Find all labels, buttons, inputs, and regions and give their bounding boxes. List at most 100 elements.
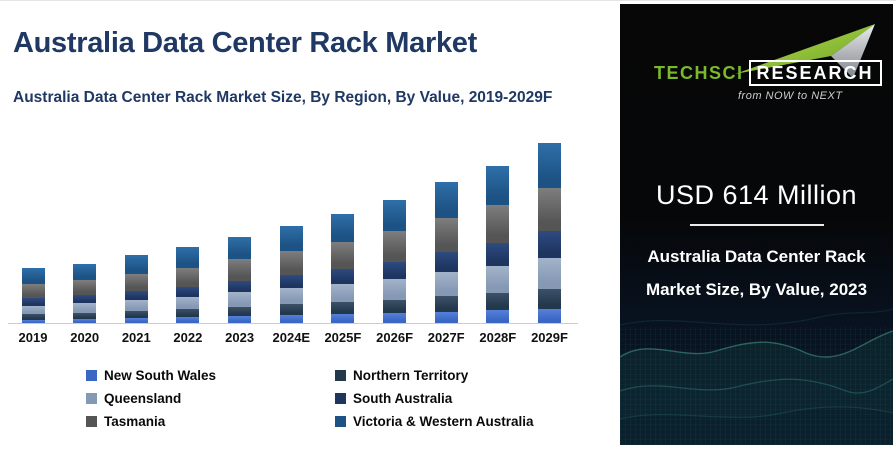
value-divider xyxy=(689,224,824,226)
techsci-logo: TechSci Research from NOW to NEXT xyxy=(620,20,893,108)
bar-segment-tasmania xyxy=(486,205,510,244)
wave-decoration xyxy=(620,308,893,445)
bar-segment-new-south-wales xyxy=(73,318,97,323)
wave-mesh-texture xyxy=(620,327,893,445)
bar-segment-tasmania xyxy=(73,280,97,296)
legend-item-south-australia: South Australia xyxy=(335,387,534,410)
bar-segment-queensland xyxy=(176,296,200,310)
bar-segment-tasmania xyxy=(383,231,407,262)
legend-swatch-tasmania xyxy=(86,416,97,427)
bar-segment-queensland xyxy=(434,272,458,297)
bar-segment-south-australia xyxy=(331,269,355,284)
bar-segment-new-south-wales xyxy=(434,311,458,323)
bar-segment-south-australia xyxy=(176,286,200,297)
bar-segment-new-south-wales xyxy=(21,319,45,323)
bar-segment-northern-territory xyxy=(73,312,97,319)
bar-segment-northern-territory xyxy=(279,304,303,316)
bar-segment-new-south-wales xyxy=(538,308,561,323)
legend-column: Northern Territory South Australia Victori… xyxy=(335,364,534,433)
bar-segment-northern-territory xyxy=(434,296,458,312)
bar-segment-tasmania xyxy=(538,188,561,231)
legend-swatch-new-south-wales xyxy=(86,370,97,381)
bar-segment-victoria-western-australia xyxy=(279,225,303,251)
bar-2024e xyxy=(279,225,303,323)
bar-segment-queensland xyxy=(486,266,510,294)
chart-subtitle: Australia Data Center Rack Market Size, … xyxy=(13,89,553,106)
bar-segment-northern-territory xyxy=(538,288,561,309)
bar-segment-tasmania xyxy=(176,268,200,287)
bar-segment-south-australia xyxy=(21,298,45,306)
bar-segment-south-australia xyxy=(383,261,407,279)
legend-item-queensland: Queensland xyxy=(86,387,216,410)
bar-segment-new-south-wales xyxy=(486,310,510,323)
bar-segment-queensland xyxy=(73,303,97,313)
bar-segment-victoria-western-australia xyxy=(331,213,355,243)
bar-segment-queensland xyxy=(124,300,148,311)
legend-label-northern-territory: Northern Territory xyxy=(353,368,469,383)
bar-2025f xyxy=(331,213,355,323)
bar-segment-new-south-wales xyxy=(124,318,148,323)
bar-segment-south-australia xyxy=(538,230,561,259)
bar-segment-new-south-wales xyxy=(383,313,407,323)
bar-segment-victoria-western-australia xyxy=(21,268,45,285)
bar-segment-victoria-western-australia xyxy=(176,247,200,269)
x-axis-label-2022: 2022 xyxy=(173,330,203,345)
logo-wordmark: TechSci Research xyxy=(654,60,882,86)
bar-segment-tasmania xyxy=(434,218,458,253)
bar-segment-south-australia xyxy=(124,291,148,301)
brand-research: Research xyxy=(748,60,882,86)
bar-2029f xyxy=(538,143,561,323)
bar-segment-northern-territory xyxy=(383,299,407,314)
bar-segment-queensland xyxy=(21,305,45,314)
logo-tagline: from NOW to NEXT xyxy=(738,90,843,102)
bar-segment-tasmania xyxy=(21,284,45,299)
legend-item-victoria-western-australia: Victoria & Western Australia xyxy=(335,410,534,433)
bar-segment-tasmania xyxy=(331,242,355,270)
legend-swatch-northern-territory xyxy=(335,370,346,381)
highlight-panel: TechSci Research from NOW to NEXT USD 61… xyxy=(620,4,893,445)
legend-column: New South Wales Queensland Tasmania xyxy=(86,364,216,433)
bar-segment-victoria-western-australia xyxy=(383,199,407,232)
legend-label-victoria-western-australia: Victoria & Western Australia xyxy=(353,414,534,429)
brand-techsci: TechSci xyxy=(654,62,744,83)
bar-segment-queensland xyxy=(331,283,355,303)
bar-2026f xyxy=(383,199,407,323)
bar-2028f xyxy=(486,165,510,323)
bar-segment-northern-territory xyxy=(331,302,355,315)
bar-2019 xyxy=(21,268,45,323)
x-axis-label-2028f: 2028F xyxy=(479,330,517,345)
legend-label-tasmania: Tasmania xyxy=(104,414,166,429)
bar-segment-northern-territory xyxy=(228,306,252,317)
bar-segment-victoria-western-australia xyxy=(73,263,97,281)
bar-segment-tasmania xyxy=(124,274,148,292)
page-title: Australia Data Center Rack Market xyxy=(13,27,477,59)
bar-segment-new-south-wales xyxy=(331,314,355,323)
legend-item-new-south-wales: New South Wales xyxy=(86,364,216,387)
bar-segment-northern-territory xyxy=(486,293,510,311)
chart-panel: Australia Data Center Rack Market Austra… xyxy=(0,1,620,449)
bar-segment-south-australia xyxy=(228,280,252,293)
x-axis-label-2020: 2020 xyxy=(70,330,100,345)
bar-2020 xyxy=(73,263,97,323)
bar-segment-queensland xyxy=(383,278,407,300)
bar-segment-victoria-western-australia xyxy=(228,237,252,260)
legend-swatch-victoria-western-australia xyxy=(335,416,346,427)
x-axis-label-2027f: 2027F xyxy=(427,330,465,345)
x-axis-label-2019: 2019 xyxy=(18,330,48,345)
bar-segment-tasmania xyxy=(228,259,252,281)
x-axis-label-2021: 2021 xyxy=(121,330,151,345)
bar-segment-victoria-western-australia xyxy=(434,182,458,219)
bar-segment-south-australia xyxy=(279,275,303,288)
bar-segment-queensland xyxy=(538,258,561,289)
legend-item-tasmania: Tasmania xyxy=(86,410,216,433)
bar-segment-northern-territory xyxy=(124,310,148,318)
x-axis-label-2026f: 2026F xyxy=(376,330,414,345)
x-axis-label-2025f: 2025F xyxy=(324,330,362,345)
bar-segment-northern-territory xyxy=(21,313,45,320)
bar-2021 xyxy=(124,255,148,323)
legend-label-south-australia: South Australia xyxy=(353,391,453,406)
x-axis-line xyxy=(8,323,578,324)
bar-segment-northern-territory xyxy=(176,309,200,318)
x-axis-label-2029f: 2029F xyxy=(531,330,568,345)
